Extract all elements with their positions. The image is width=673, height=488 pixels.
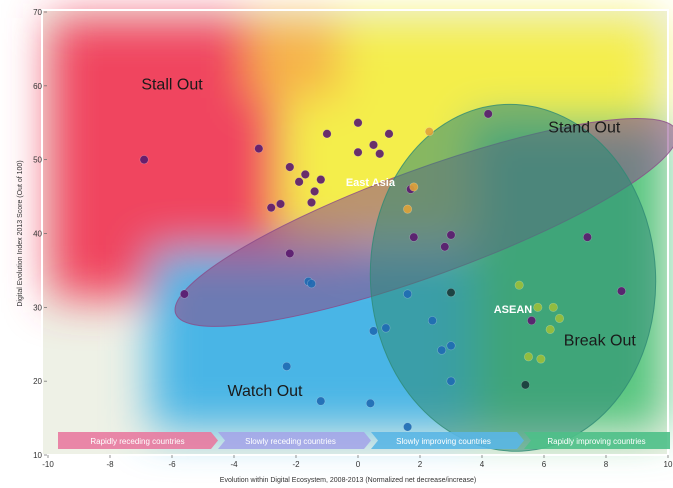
data-point <box>316 175 326 185</box>
data-point <box>446 376 456 386</box>
x-tick-label: 10 <box>664 460 673 469</box>
data-point <box>306 279 316 289</box>
data-point <box>266 203 276 213</box>
data-point <box>300 169 310 179</box>
y-tick-label: 70 <box>33 8 42 17</box>
region-label-east-asia: East Asia <box>346 177 396 189</box>
data-point <box>440 242 450 252</box>
data-point <box>437 345 447 355</box>
data-point <box>527 316 537 326</box>
quadrant-label-break-out: Break Out <box>564 333 637 350</box>
x-tick-label: 8 <box>604 460 609 469</box>
band-label-2: Slowly receding countries <box>245 437 336 446</box>
band-4 <box>524 432 670 449</box>
data-point <box>294 177 304 187</box>
data-point <box>368 140 378 150</box>
band-label-3: Slowly improving countries <box>396 437 491 446</box>
data-point <box>275 199 285 209</box>
region-ellipse-asean <box>369 103 657 452</box>
x-tick-label: -6 <box>168 460 176 469</box>
data-point <box>403 204 413 214</box>
plot-area-edge <box>41 9 669 456</box>
data-point <box>427 316 437 326</box>
data-point <box>139 155 149 165</box>
y-tick-label: 20 <box>33 377 42 386</box>
data-point <box>282 361 292 371</box>
y-tick-label: 40 <box>33 230 42 239</box>
quadrant-orange-blend <box>250 18 340 98</box>
y-tick-label: 10 <box>33 451 42 460</box>
data-point <box>353 118 363 128</box>
data-point <box>545 324 555 334</box>
band-3 <box>371 432 524 449</box>
y-axis-label: Digital Evolution Index 2013 Score (Out … <box>17 160 24 306</box>
data-point <box>254 144 264 154</box>
data-point <box>616 286 626 296</box>
quadrant-label-stand-out: Stand Out <box>548 119 621 136</box>
x-tick-label: -8 <box>106 460 114 469</box>
data-point <box>582 232 592 242</box>
region-ellipses <box>174 103 673 452</box>
classification-bands: Rapidly receding countries Slowly recedin… <box>58 432 670 449</box>
band-2 <box>218 432 371 449</box>
data-point <box>306 197 316 207</box>
chart-labels: Stall Out Stand Out Watch Out Break Out East… <box>141 77 636 400</box>
axes: -10 -8 -6 -4 -2 0 2 4 6 8 10 10 20 30 40 50 60 70 Evolutio… <box>17 8 673 484</box>
data-point <box>520 380 530 390</box>
x-tick-label: -4 <box>230 460 238 469</box>
x-tick-label: 4 <box>480 460 485 469</box>
x-tick-label: -2 <box>292 460 300 469</box>
band-1 <box>58 432 218 449</box>
x-tick-label: 6 <box>542 460 547 469</box>
data-point <box>554 313 564 323</box>
data-point <box>316 396 326 406</box>
quadrant-label-watch-out: Watch Out <box>228 383 304 400</box>
data-point <box>285 248 295 258</box>
data-point <box>523 352 533 362</box>
data-point <box>446 341 456 351</box>
data-point <box>409 232 419 242</box>
data-point <box>310 186 320 196</box>
x-tick-label: 2 <box>418 460 423 469</box>
data-point <box>375 149 385 159</box>
data-point <box>514 280 524 290</box>
x-tick-label: 0 <box>356 460 361 469</box>
data-point <box>365 398 375 408</box>
data-point <box>536 354 546 364</box>
band-label-1: Rapidly receding countries <box>90 437 184 446</box>
data-point <box>424 127 434 137</box>
data-point <box>403 289 413 299</box>
x-tick-label: -10 <box>42 460 54 469</box>
data-point <box>548 302 558 312</box>
data-point <box>285 162 295 172</box>
band-label-4: Rapidly improving countries <box>547 437 645 446</box>
data-point <box>322 129 332 139</box>
data-point <box>179 289 189 299</box>
region-label-asean: ASEAN <box>494 304 533 316</box>
data-point <box>446 288 456 298</box>
data-point <box>409 182 419 192</box>
quadrant-label-stall-out: Stall Out <box>141 77 203 94</box>
x-axis-label: Evolution within Digital Ecosystem, 2008… <box>220 477 476 484</box>
y-tick-label: 30 <box>33 303 42 312</box>
y-tick-label: 60 <box>33 82 42 91</box>
data-point <box>384 129 394 139</box>
data-points <box>139 109 626 432</box>
y-tick-label: 50 <box>33 156 42 165</box>
data-point <box>381 323 391 333</box>
data-point <box>353 147 363 157</box>
data-point <box>368 326 378 336</box>
data-point <box>483 109 493 119</box>
data-point <box>403 422 413 432</box>
data-point <box>446 230 456 240</box>
data-point <box>533 302 543 312</box>
